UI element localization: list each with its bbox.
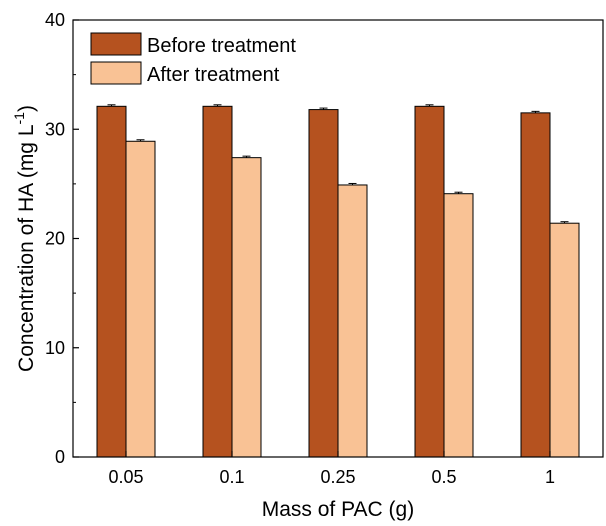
x-tick-label-2: 0.25 [320,467,355,487]
bar-after-2 [337,184,368,458]
legend-swatch-1 [90,61,142,85]
y-tick-label-3: 30 [45,119,65,139]
bar-before-4 [520,112,551,458]
bar-after-3 [443,193,474,458]
bar-after-1 [231,157,262,458]
y-axis-title: Concentration of HA (mg L-1) [11,105,38,372]
x-tick-label-0: 0.05 [108,467,143,487]
bars-layer [96,104,580,458]
x-tick-label-3: 0.5 [431,467,456,487]
y-axis-title-main: Concentration of HA (mg L [15,124,38,371]
bar-before-3 [414,105,445,458]
legend: Before treatment After treatment [90,32,296,86]
x-axis-title: Mass of PAC (g) [262,498,414,521]
y-tick-label-1: 10 [45,338,65,358]
y-axis-title-superscript: -1 [11,112,27,125]
x-tick-label-1: 0.1 [219,467,244,487]
legend-swatch-0 [90,32,142,56]
legend-label-1: After treatment [147,64,280,86]
bar-before-0 [96,105,127,458]
bar-after-0 [125,140,156,458]
x-tick-label-4: 1 [545,467,555,487]
y-tick-label-2: 20 [45,229,65,249]
axes-layer: 0 10 20 30 40 0.05 0.1 0.25 0.5 1 [45,10,604,487]
y-tick-label-4: 40 [45,10,65,30]
bar-before-2 [308,109,339,458]
bar-after-4 [549,222,580,458]
bar-before-1 [202,105,233,458]
legend-label-0: Before treatment [147,35,296,57]
y-axis-title-close: ) [15,105,38,112]
y-tick-label-0: 0 [55,447,65,467]
